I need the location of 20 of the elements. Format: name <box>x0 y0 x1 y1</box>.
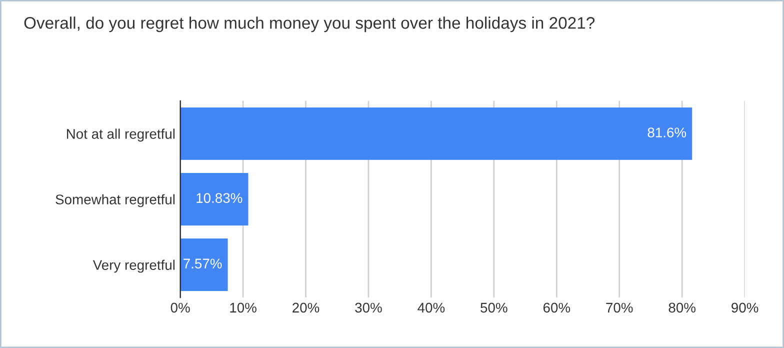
data-label: 10.83% <box>196 193 242 203</box>
data-label: 7.57% <box>184 258 222 268</box>
x-tick-label: 10% <box>230 302 256 313</box>
x-tick-label: 70% <box>606 302 633 313</box>
x-tick-label: 40% <box>418 302 445 313</box>
x-tick-label: 60% <box>543 302 570 313</box>
x-tick-label: 90% <box>732 302 758 313</box>
y-tick-label: Not at all regretful <box>66 128 175 142</box>
y-tick-label: Very regretful <box>92 260 175 273</box>
bar <box>180 107 692 160</box>
x-tick-label: 80% <box>668 302 696 313</box>
chart-title: Overall, do you regret how much money you spent over the holidays in 2021? <box>24 16 595 32</box>
bar <box>180 238 228 291</box>
x-tick-label: 20% <box>292 302 320 313</box>
x-tick-label: 50% <box>480 302 508 313</box>
bar <box>180 173 248 226</box>
y-tick-label: Somewhat regretful <box>56 194 175 208</box>
data-label: 81.6% <box>648 128 686 138</box>
x-tick-label: 0% <box>170 302 190 313</box>
x-tick-label: 30% <box>355 302 382 313</box>
